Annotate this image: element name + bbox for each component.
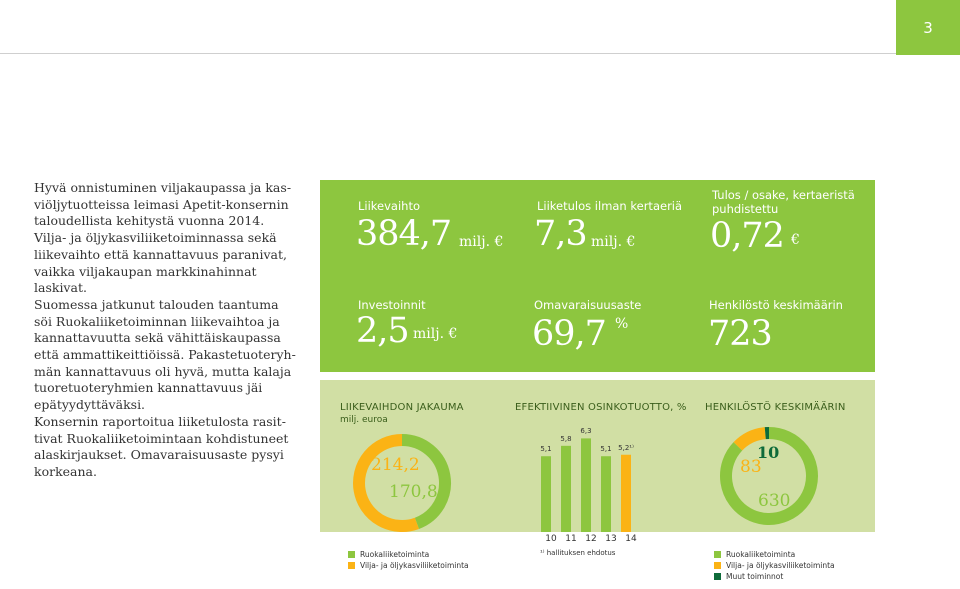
dividend-bar [601,456,611,532]
kpi-investments-value: 2,5 [356,311,410,351]
personnel-chart-title: HENKILÖSTÖ KESKIMÄÄRIN [705,402,846,413]
dividend-bar [581,438,591,532]
kpi-revenue-unit: milj. € [459,234,504,250]
kpi-personnel-value: 723 [708,314,773,354]
intro-text: Hyvä onnistuminen viljakaupassa ja kas­v… [34,180,296,481]
intro-paragraph-2: Vilja- ja öljykasviliiketoiminnassa sekä… [34,230,287,296]
dividend-bar [541,456,551,532]
legend-label: Muut toiminnot [726,572,784,581]
legend-label: Ruokaliiketoiminta [726,550,796,559]
revenue-legend: Ruokaliiketoiminta Vilja- ja öljykasvili… [348,549,469,571]
dividend-tick-14: 14 [625,534,637,544]
donut-slice-food [401,434,451,529]
personnel-donut-chart [720,427,818,525]
dividend-tick-11: 11 [565,534,577,544]
dividend-bar-label: 5,1 [600,445,612,454]
donut-slice-grain [353,434,419,532]
revenue-split-title: LIIKEVAIHDON JAKAUMA [340,402,464,413]
dividend-bar-chart [541,438,631,532]
kpi-equity-label: Omavaraisuusaste [534,298,642,312]
legend-swatch-orange [348,562,355,569]
kpi-equity-unit: % [615,316,629,332]
charts-panel [320,380,875,532]
header-rule [0,53,896,54]
kpi-panel [320,180,875,372]
legend-item: Vilja- ja öljykasviliiketoiminta [348,560,469,571]
dividend-title: EFEKTIIVINEN OSINKOTUOTTO, % [515,402,687,413]
dividend-bar [561,445,571,532]
dividend-bar-label: 5,8 [560,434,572,443]
legend-swatch-orange [714,562,721,569]
revenue-split-subtitle: milj. euroa [340,415,388,425]
personnel-food-value: 630 [758,491,791,511]
dividend-bar-label: 5,2¹⁾ [618,443,634,452]
legend-item: Ruokaliiketoiminta [348,549,469,560]
kpi-eps-value: 0,72 [710,216,785,256]
legend-label: Ruokaliiketoiminta [360,550,430,559]
personnel-other-value: 10 [757,443,780,462]
kpi-equity-value: 69,7 [532,314,607,354]
legend-label: Vilja- ja öljykasviliiketoiminta [726,561,835,570]
kpi-investments-unit: milj. € [413,326,458,342]
kpi-revenue-label: Liikevaihto [358,199,421,213]
legend-swatch-dark-green [714,573,721,580]
legend-label: Vilja- ja öljykasviliiketoiminta [360,561,469,570]
kpi-eps-label: Tulos / osake, kertaeristä puhdistettu [712,188,855,216]
intro-paragraph-1: Hyvä onnistuminen viljakaupassa ja kas­v… [34,180,292,229]
dividend-footnote: ¹⁾ hallituksen ehdotus [540,549,616,557]
legend-swatch-green [714,551,721,558]
legend-item: Vilja- ja öljykasviliiketoiminta [714,560,835,571]
intro-paragraph-3: Suomessa jatkunut talouden taantuma söi … [34,296,296,413]
dividend-bar [621,454,631,532]
kpi-revenue-value: 384,7 [356,214,452,254]
page-number: 3 [896,0,960,55]
donut-slice-grain [733,427,767,451]
legend-item: Ruokaliiketoiminta [714,549,835,560]
revenue-grain-value: 214,2 [371,455,420,475]
kpi-ebit-unit: milj. € [591,234,636,250]
legend-item: Muut toiminnot [714,571,835,582]
dividend-tick-13: 13 [605,534,617,544]
kpi-personnel-label: Henkilöstö keskimäärin [709,298,843,312]
kpi-investments-label: Investoinnit [358,298,426,312]
donut-slice-food [720,427,818,525]
kpi-ebit-value: 7,3 [534,214,588,254]
dividend-tick-12: 12 [585,534,597,544]
revenue-donut-chart [353,434,451,532]
intro-paragraph-4: Konsernin raportoitua liiketulosta rasit… [34,413,289,479]
revenue-food-value: 170,8 [389,482,438,502]
personnel-grain-value: 83 [740,457,762,477]
legend-swatch-green [348,551,355,558]
kpi-ebit-label: Liiketulos ilman kertaeriä [537,199,683,213]
dividend-tick-10: 10 [545,534,557,544]
dividend-bar-label: 5,1 [540,445,552,454]
dividend-bar-label: 6,3 [580,427,592,436]
personnel-legend: Ruokaliiketoiminta Vilja- ja öljykasvili… [714,549,835,582]
kpi-eps-unit: € [791,232,800,248]
